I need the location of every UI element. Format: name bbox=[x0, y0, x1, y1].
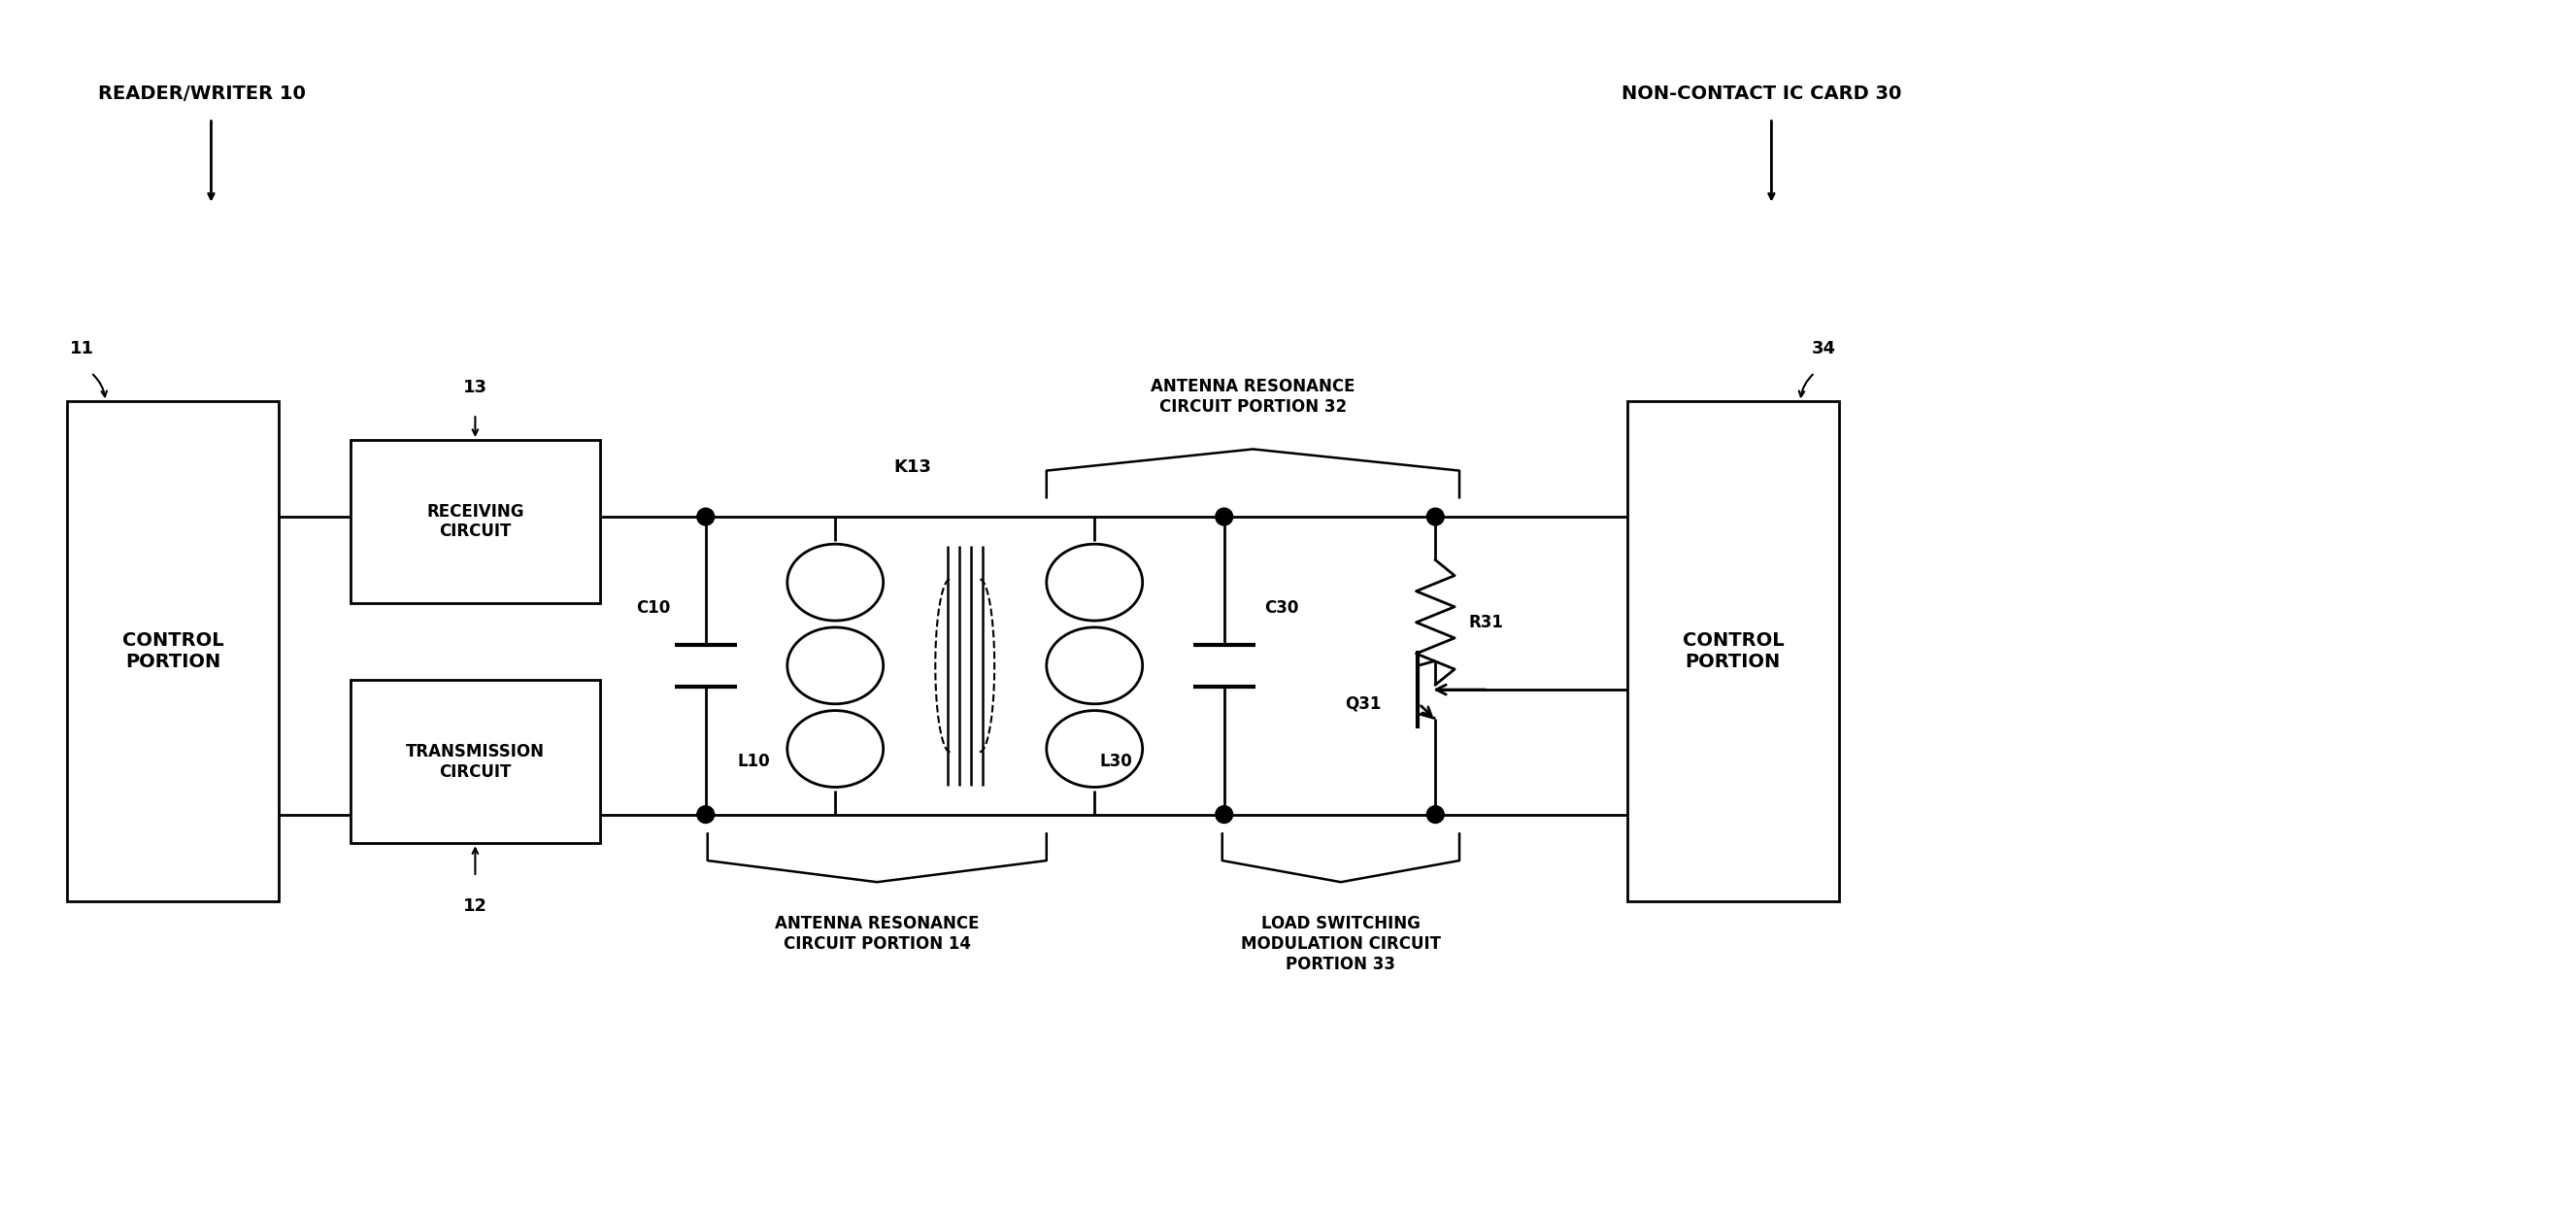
Text: ANTENNA RESONANCE
CIRCUIT PORTION 32: ANTENNA RESONANCE CIRCUIT PORTION 32 bbox=[1151, 378, 1355, 416]
Text: K13: K13 bbox=[894, 458, 930, 475]
Text: R31: R31 bbox=[1468, 614, 1504, 631]
Text: L30: L30 bbox=[1100, 753, 1131, 770]
Circle shape bbox=[1216, 806, 1234, 823]
Text: 34: 34 bbox=[1811, 340, 1837, 357]
Text: 12: 12 bbox=[464, 897, 487, 915]
Text: L10: L10 bbox=[737, 753, 770, 770]
Bar bbox=[350, 680, 600, 843]
Text: ANTENNA RESONANCE
CIRCUIT PORTION 14: ANTENNA RESONANCE CIRCUIT PORTION 14 bbox=[775, 915, 979, 953]
Circle shape bbox=[1427, 508, 1445, 525]
Bar bbox=[1628, 401, 1839, 900]
Text: C10: C10 bbox=[636, 599, 670, 617]
Text: RECEIVING
CIRCUIT: RECEIVING CIRCUIT bbox=[428, 503, 523, 541]
Text: 11: 11 bbox=[70, 340, 93, 357]
Text: CONTROL
PORTION: CONTROL PORTION bbox=[121, 632, 224, 671]
Bar bbox=[67, 401, 278, 900]
Text: NON-CONTACT IC CARD 30: NON-CONTACT IC CARD 30 bbox=[1623, 85, 1901, 103]
Text: LOAD SWITCHING
MODULATION CIRCUIT
PORTION 33: LOAD SWITCHING MODULATION CIRCUIT PORTIO… bbox=[1242, 915, 1440, 973]
Text: Q31: Q31 bbox=[1345, 695, 1381, 713]
Circle shape bbox=[1427, 806, 1445, 823]
Circle shape bbox=[1216, 508, 1234, 525]
Circle shape bbox=[698, 806, 714, 823]
Bar bbox=[350, 440, 600, 603]
Text: C30: C30 bbox=[1265, 599, 1298, 617]
Circle shape bbox=[698, 508, 714, 525]
Text: READER/WRITER 10: READER/WRITER 10 bbox=[98, 85, 307, 103]
Text: CONTROL
PORTION: CONTROL PORTION bbox=[1682, 632, 1783, 671]
Text: 13: 13 bbox=[464, 378, 487, 396]
Text: TRANSMISSION
CIRCUIT: TRANSMISSION CIRCUIT bbox=[407, 742, 544, 780]
